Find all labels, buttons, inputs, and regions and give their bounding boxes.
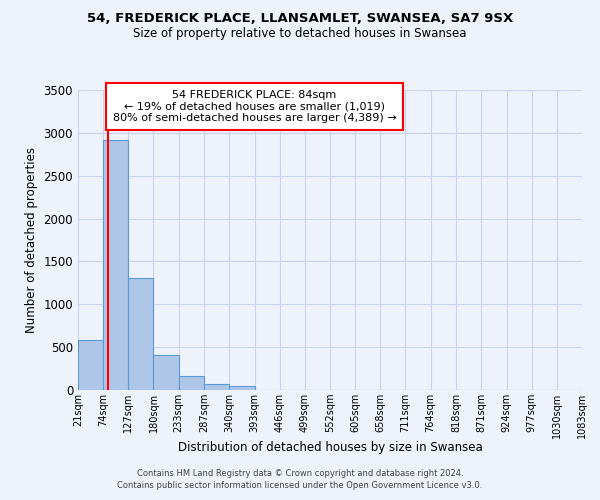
- Y-axis label: Number of detached properties: Number of detached properties: [25, 147, 38, 333]
- Bar: [229, 386, 254, 390]
- Text: Contains public sector information licensed under the Open Government Licence v3: Contains public sector information licen…: [118, 481, 482, 490]
- Bar: [103, 140, 128, 390]
- Bar: [78, 340, 103, 390]
- Text: 54 FREDERICK PLACE: 84sqm
← 19% of detached houses are smaller (1,019)
80% of se: 54 FREDERICK PLACE: 84sqm ← 19% of detac…: [113, 90, 396, 123]
- X-axis label: Distribution of detached houses by size in Swansea: Distribution of detached houses by size …: [178, 441, 482, 454]
- Text: Contains HM Land Registry data © Crown copyright and database right 2024.: Contains HM Land Registry data © Crown c…: [137, 468, 463, 477]
- Text: Size of property relative to detached houses in Swansea: Size of property relative to detached ho…: [133, 28, 467, 40]
- Bar: [179, 376, 204, 390]
- Bar: [128, 278, 154, 390]
- Bar: [154, 355, 179, 390]
- Text: 54, FREDERICK PLACE, LLANSAMLET, SWANSEA, SA7 9SX: 54, FREDERICK PLACE, LLANSAMLET, SWANSEA…: [87, 12, 513, 26]
- Bar: [204, 384, 229, 390]
